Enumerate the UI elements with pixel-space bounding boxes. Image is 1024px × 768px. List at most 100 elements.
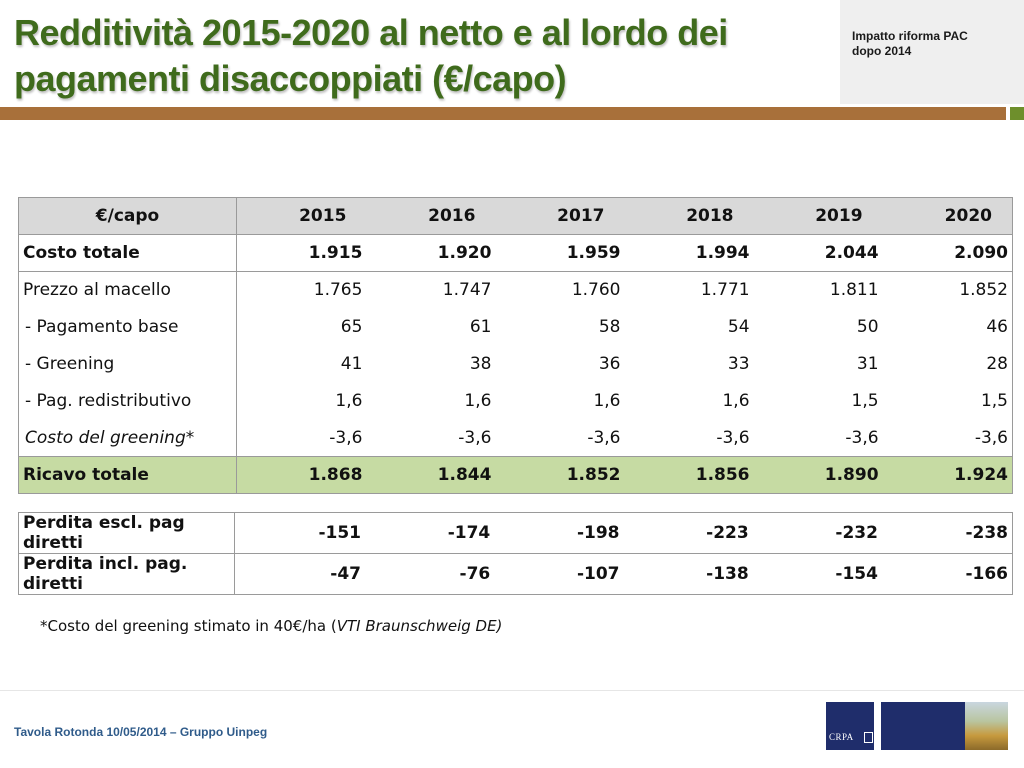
row-label: Prezzo al macello [18, 271, 237, 309]
table-cell: -3,6 [329, 427, 363, 448]
footnote: *Costo del greening stimato in 40€/ha (V… [40, 617, 502, 635]
table-cell: -174 [365, 512, 495, 554]
topic-line-1: Impatto riforma PAC [852, 29, 968, 43]
table-cell: 1.915 [236, 234, 367, 272]
table-cell: 1,5 [882, 382, 1013, 420]
crpa-logo: CRPA [826, 702, 874, 750]
losses-table: Perdita escl. pag diretti -151 -174 -198… [18, 512, 1013, 595]
table-cell: -138 [623, 553, 753, 595]
page-title: Redditività 2015-2020 al netto e al lord… [14, 10, 834, 102]
footnote-text: *Costo del greening stimato in 40€/ha ( [40, 617, 337, 635]
table-cell: 1.868 [236, 456, 367, 494]
topic-panel [840, 0, 1024, 104]
table-cell: 1.856 [624, 456, 754, 494]
unit-header: €/capo [18, 197, 237, 235]
profitability-table: €/capo 2015 2016 2017 2018 2019 2020 Cos… [18, 197, 1013, 494]
table-cell: 28 [882, 345, 1013, 383]
crpa-logo-mark-icon [864, 732, 873, 743]
crpa-logo-text: CRPA [829, 732, 854, 742]
table-cell: 33 [727, 354, 750, 374]
row-label: Perdita escl. pag diretti [18, 512, 235, 554]
page-title-line-2: pagamenti disaccoppiati (€/capo) [14, 58, 567, 99]
table-cell: -154 [752, 553, 882, 595]
header-divider-accent [1010, 107, 1024, 120]
table-cell: -3,6 [882, 419, 1013, 457]
footer-divider [0, 690, 1024, 691]
table-cell: 1.765 [313, 280, 363, 301]
table-cell: 58 [598, 317, 621, 337]
table-cell: 1.771 [700, 280, 750, 301]
footer-caption: Tavola Rotonda 10/05/2014 – Gruppo Uinpe… [14, 725, 268, 739]
table-cell: -76 [365, 553, 495, 595]
topic-line-2: dopo 2014 [852, 44, 912, 58]
table-cell: 1.994 [624, 234, 754, 272]
table-cell: 1.852 [882, 271, 1013, 309]
table-cell: 38 [469, 354, 492, 374]
page-title-line-1: Redditività 2015-2020 al netto e al lord… [14, 12, 728, 53]
row-label: Costo totale [18, 234, 237, 272]
table-cell: 2.044 [753, 234, 883, 272]
topic-label: Impatto riforma PAC dopo 2014 [852, 29, 1012, 59]
table-cell: 54 [727, 317, 750, 337]
table-cell: 1,6 [722, 391, 750, 411]
table-cell: 1,6 [593, 391, 621, 411]
table-cell: 1.890 [753, 456, 883, 494]
year-header: 2016 [366, 197, 496, 235]
row-label: Costo del greening* [18, 419, 237, 457]
table-cell: -151 [234, 512, 366, 554]
hay-bales-photo [965, 702, 1008, 750]
table-cell: 1.959 [495, 234, 625, 272]
row-label: - Greening [18, 345, 237, 383]
table-cell: 1.852 [495, 456, 625, 494]
table-row-perdita-escl: Perdita escl. pag diretti -151 -174 -198… [18, 512, 1013, 554]
year-header: 2018 [624, 197, 754, 235]
table-cell: 1.924 [882, 456, 1013, 494]
logo-band [881, 702, 965, 750]
table-cell: -3,6 [458, 427, 492, 448]
year-header: 2019 [753, 197, 883, 235]
table-cell: 1.760 [571, 280, 621, 301]
table-cell: -223 [623, 512, 753, 554]
table-row-redistributivo: - Pag. redistributivo 1,6 1,6 1,6 1,6 1,… [18, 382, 1013, 420]
table-row-prezzo: Prezzo al macello 1.765 1.747 1.760 1.77… [18, 271, 1013, 309]
table-cell: 2.090 [882, 234, 1013, 272]
row-label: Ricavo totale [18, 456, 237, 494]
table-cell: 61 [469, 317, 492, 337]
year-header: 2015 [236, 197, 367, 235]
table-header-row: €/capo 2015 2016 2017 2018 2019 2020 [18, 197, 1013, 235]
row-label: - Pagamento base [18, 308, 237, 346]
table-cell: 1,5 [851, 391, 879, 411]
table-cell: 65 [340, 317, 363, 337]
table-cell: -232 [752, 512, 882, 554]
table-cell: -47 [234, 553, 366, 595]
table-cell: -198 [494, 512, 624, 554]
year-header: 2017 [495, 197, 625, 235]
table-row-greening: - Greening 41 38 36 33 31 28 [18, 345, 1013, 383]
table-cell: -3,6 [587, 427, 621, 448]
table-row-perdita-incl: Perdita incl. pag. diretti -47 -76 -107 … [18, 553, 1013, 595]
year-header: 2020 [882, 197, 1013, 235]
table-cell: 1.747 [442, 280, 492, 301]
header-divider [0, 107, 1006, 120]
table-cell: -166 [881, 553, 1013, 595]
table-cell: 46 [882, 308, 1013, 346]
table-cell: 1,6 [464, 391, 492, 411]
table-row-pagamento-base: - Pagamento base 65 61 58 54 50 46 [18, 308, 1013, 346]
footnote-source: VTI Braunschweig DE) [336, 617, 503, 635]
table-row-costo-totale: Costo totale 1.915 1.920 1.959 1.994 2.0… [18, 234, 1013, 272]
table-cell: 31 [856, 354, 879, 374]
row-label: Perdita incl. pag. diretti [18, 553, 235, 595]
table-cell: 41 [340, 354, 363, 374]
table-cell: 1.920 [366, 234, 496, 272]
row-label: - Pag. redistributivo [18, 382, 237, 420]
table-row-costo-greening: Costo del greening* -3,6 -3,6 -3,6 -3,6 … [18, 419, 1013, 457]
table-cell: 1.844 [366, 456, 496, 494]
table-cell: 36 [598, 354, 621, 374]
table-cell: 1.811 [829, 280, 879, 301]
table-cell: 50 [856, 317, 879, 337]
table-cell: 1,6 [335, 391, 363, 411]
table-cell: -107 [494, 553, 624, 595]
table-cell: -238 [881, 512, 1013, 554]
table-cell: -3,6 [716, 427, 750, 448]
table-cell: -3,6 [845, 427, 879, 448]
